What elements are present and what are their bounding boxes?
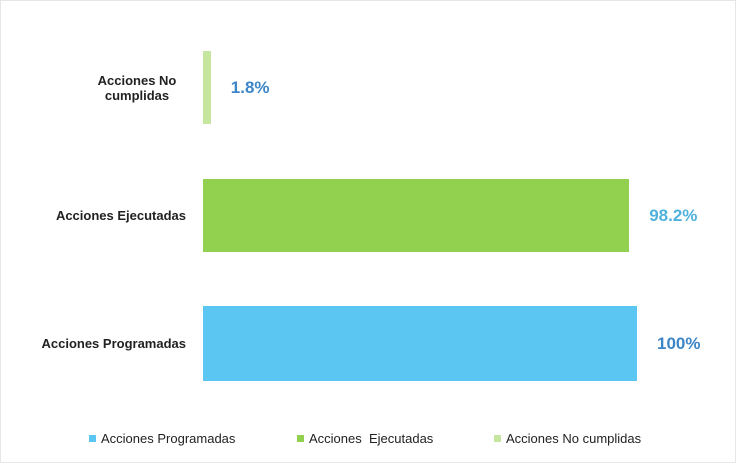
legend-label: Acciones Programadas xyxy=(101,431,236,446)
category-label: Acciones No cumplidas xyxy=(97,72,177,103)
legend-swatch xyxy=(89,435,96,442)
legend-item: Acciones No cumplidas xyxy=(494,431,641,446)
value-label: 1.8% xyxy=(230,77,270,97)
value-label: 100% xyxy=(657,333,701,353)
legend-swatch xyxy=(494,435,501,442)
legend-item: Acciones Programadas xyxy=(89,431,235,446)
legend-label: Acciones Ejecutadas xyxy=(309,431,434,446)
bar xyxy=(203,306,637,381)
legend-swatch xyxy=(297,435,304,442)
category-label: Acciones Programadas xyxy=(41,336,186,351)
bar xyxy=(203,51,211,124)
category-label: Acciones Ejecutadas xyxy=(55,208,186,223)
value-label: 98.2% xyxy=(649,205,698,225)
bar xyxy=(203,179,630,252)
legend-item: Acciones Ejecutadas xyxy=(297,431,433,446)
legend-label: Acciones No cumplidas xyxy=(506,431,642,446)
